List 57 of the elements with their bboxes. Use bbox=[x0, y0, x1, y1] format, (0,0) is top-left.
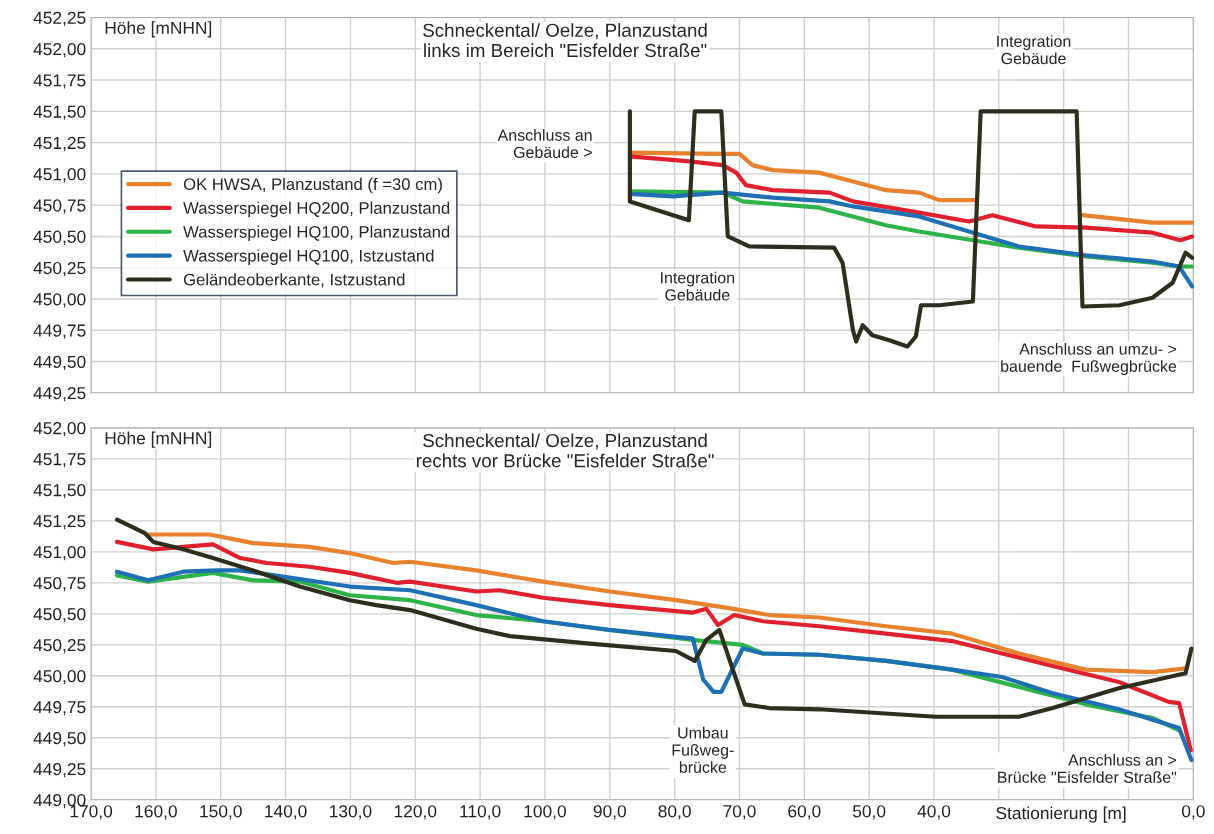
y-tick-label: 451,25 bbox=[33, 515, 86, 530]
y-tick-label: 451,25 bbox=[33, 136, 86, 152]
legend-label: OK HWSA, Planzustand (f =30 cm) bbox=[183, 177, 442, 194]
y-tick-label: 449,25 bbox=[33, 762, 86, 778]
x-tick-label: 0,0 bbox=[1181, 805, 1205, 820]
x-tick-label: 100,0 bbox=[524, 805, 566, 820]
line-series bbox=[144, 532, 1188, 675]
y-tick-label: 451,50 bbox=[33, 484, 86, 499]
y-tick-label: 451,00 bbox=[33, 168, 86, 183]
y-tick-label: 451,75 bbox=[33, 74, 86, 89]
y-tick-label: 450,25 bbox=[33, 638, 86, 654]
x-tick-label: 60,0 bbox=[788, 805, 821, 820]
y-tick-label: 450,00 bbox=[33, 669, 86, 685]
x-tick-label: 40,0 bbox=[917, 805, 951, 820]
x-tick-label: 90,0 bbox=[593, 805, 626, 820]
x-tick-label: 120,0 bbox=[394, 805, 437, 820]
x-tick-label: 110,0 bbox=[460, 805, 501, 820]
annotation: Integration Gebäude bbox=[997, 35, 1071, 65]
y-tick-label: 449,50 bbox=[33, 355, 86, 371]
x-tick-label: 140,0 bbox=[265, 805, 307, 820]
text: Schneckental/ Oelze, Planzustand links im Bereich "Eisfelder Straße" bbox=[423, 23, 707, 58]
x-tick-label: 150,0 bbox=[200, 805, 242, 820]
y-tick-label: 452,00 bbox=[33, 42, 86, 58]
y-tick-label: 449,25 bbox=[33, 386, 86, 402]
y-tick-label: 450,75 bbox=[33, 199, 86, 214]
legend-label: Wasserspiegel HQ100, Planzustand bbox=[183, 225, 450, 242]
y-tick-label: 451,50 bbox=[33, 105, 86, 120]
legend-label: Wasserspiegel HQ100, Istzustand bbox=[183, 249, 434, 265]
y-tick-label: 449,50 bbox=[33, 731, 86, 747]
text: Schneckental/ Oelze, Planzustand rechts vor Brücke "Eisfelder Straße" bbox=[416, 433, 714, 468]
y-tick-label: 449,75 bbox=[33, 700, 86, 716]
x-tick-label: 80,0 bbox=[658, 805, 691, 820]
legend-label: Wasserspiegel HQ200, Planzustand bbox=[183, 201, 450, 218]
y-tick-label: 450,25 bbox=[33, 261, 86, 277]
x-tick-label: 160,0 bbox=[135, 805, 177, 820]
x-tick-label: 50,0 bbox=[852, 805, 886, 820]
y-tick-label: 452,25 bbox=[33, 11, 86, 27]
y-axis-title: Höhe [mNHN] bbox=[105, 21, 212, 38]
y-tick-label: 451,75 bbox=[33, 453, 86, 468]
x-tick-label: 70,0 bbox=[723, 805, 756, 820]
annotation: Anschluss an Gebäude > bbox=[497, 129, 592, 159]
y-tick-label: 450,50 bbox=[33, 230, 86, 245]
legend-label: Geländeoberkante, Istzustand bbox=[183, 273, 405, 288]
annotation: Anschluss an umzu- > bauende Fußwegbrücke bbox=[1001, 342, 1177, 376]
y-tick-label: 449,75 bbox=[33, 324, 86, 339]
y-tick-label: 450,00 bbox=[33, 293, 86, 308]
y-axis-title: Höhe [mNHN] bbox=[105, 431, 212, 448]
x-axis-title: Stationierung [m] bbox=[996, 806, 1126, 823]
annotation: Integration Gebäude bbox=[661, 271, 735, 301]
y-tick-label: 450,75 bbox=[33, 576, 86, 592]
line-series bbox=[114, 517, 1194, 719]
annotation: Anschluss an > Brücke "Eisfelder Straße" bbox=[998, 754, 1177, 783]
y-tick-label: 450,50 bbox=[33, 607, 86, 623]
annotation: Umbau Fußweg- brücke bbox=[672, 726, 734, 773]
y-tick-label: 452,00 bbox=[33, 422, 86, 437]
x-tick-label: 130,0 bbox=[330, 805, 372, 820]
y-tick-label: 451,00 bbox=[33, 546, 86, 561]
